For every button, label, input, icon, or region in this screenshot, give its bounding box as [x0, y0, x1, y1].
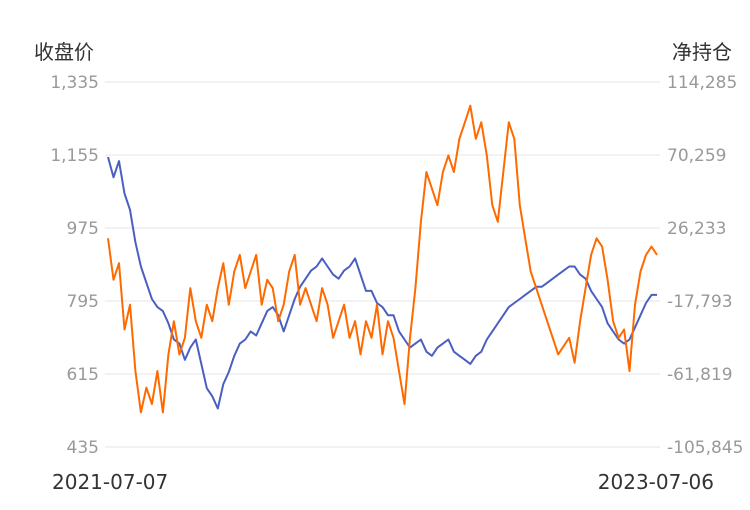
- left-tick-label: 1,335: [50, 73, 99, 93]
- right-tick-label: 70,259: [667, 146, 726, 166]
- x-axis-end-label: 2023-07-06: [597, 470, 714, 494]
- left-tick-label: 1,155: [50, 146, 99, 166]
- right-axis-title: 净持仓: [672, 40, 732, 64]
- series-line-close-price: [107, 156, 657, 410]
- left-tick-label: 435: [67, 438, 99, 458]
- left-axis-title: 收盘价: [34, 40, 94, 64]
- left-tick-label: 795: [67, 292, 99, 312]
- right-tick-label: -105,845: [667, 438, 743, 458]
- left-tick-label: 615: [67, 365, 99, 385]
- right-tick-label: 114,285: [667, 73, 737, 93]
- right-tick-label: -17,793: [667, 292, 733, 312]
- series-line-net-position: [107, 104, 658, 414]
- left-tick-label: 975: [67, 219, 99, 239]
- right-tick-label: 26,233: [667, 219, 726, 239]
- right-tick-label: -61,819: [667, 365, 733, 385]
- x-axis-start-label: 2021-07-07: [52, 470, 169, 494]
